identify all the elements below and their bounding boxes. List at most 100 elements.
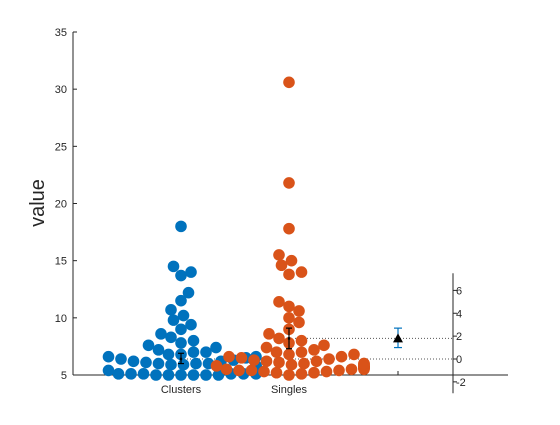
data-point [310, 355, 323, 368]
data-point [273, 356, 285, 369]
y-axis-label: value [27, 179, 49, 227]
data-point [187, 346, 200, 358]
data-point [112, 368, 125, 380]
data-point [115, 353, 127, 365]
data-point [233, 364, 245, 377]
y-tick-label: 30 [55, 84, 67, 96]
data-point [182, 286, 195, 299]
data-point [155, 328, 167, 340]
data-point [335, 350, 348, 363]
data-point [185, 318, 197, 331]
data-point [283, 348, 295, 361]
data-point [270, 366, 283, 379]
y-tick-label: 25 [55, 141, 67, 153]
data-point [185, 266, 197, 278]
diff-tick-label: -2 [456, 377, 466, 389]
y-tick-label: 15 [55, 256, 67, 268]
diff-tick-label: 2 [456, 331, 462, 343]
data-point [308, 366, 320, 379]
data-point [345, 363, 358, 376]
data-point [167, 314, 180, 326]
data-point [323, 353, 335, 365]
mean-ci-clusters [178, 352, 184, 365]
diff-tick-label: 4 [456, 308, 462, 320]
data-point [175, 369, 187, 381]
data-point [177, 358, 190, 371]
data-point [308, 344, 320, 356]
data-point [165, 331, 177, 344]
data-point [165, 304, 177, 316]
data-point [190, 357, 202, 370]
data-point [212, 369, 225, 381]
data-point [283, 76, 295, 89]
data-point [273, 296, 285, 308]
data-point [210, 341, 222, 354]
data-point [187, 369, 200, 381]
data-point [333, 364, 345, 377]
y-tick-label: 10 [55, 313, 67, 325]
mean-difference-marker [393, 333, 403, 343]
data-point [200, 369, 212, 381]
data-point [263, 328, 275, 340]
data-point [298, 357, 310, 370]
data-point [295, 266, 308, 278]
data-point [283, 268, 295, 281]
data-point [175, 269, 187, 282]
data-point [273, 332, 285, 345]
difference-axis: -2 0 2 4 6 [397, 273, 466, 394]
data-point [175, 337, 187, 349]
data-point [140, 356, 152, 369]
data-point [162, 369, 175, 381]
data-point [258, 365, 270, 378]
data-point [223, 350, 235, 363]
y-tick-label: 35 [55, 27, 67, 39]
swarm-singles [210, 76, 370, 381]
mean-ci-singles [286, 327, 292, 350]
data-point [137, 368, 150, 380]
data-point [285, 358, 298, 371]
data-point [175, 294, 187, 307]
x-tick-label-clusters: Clusters [161, 384, 202, 396]
data-point [348, 348, 360, 361]
y-ticks: 5 10 15 20 25 30 35 [55, 27, 77, 382]
data-point [175, 220, 187, 233]
data-point [162, 348, 175, 361]
data-point [358, 357, 370, 370]
data-point [260, 355, 273, 368]
data-point [283, 369, 295, 381]
data-point [283, 300, 295, 313]
data-point [273, 249, 285, 261]
data-point [283, 312, 295, 324]
data-point [235, 352, 248, 364]
data-point [295, 368, 308, 380]
data-point [275, 259, 288, 272]
data-point [295, 346, 308, 358]
data-point [318, 339, 330, 352]
x-tick-label-singles: Singles [271, 384, 308, 396]
data-point [142, 339, 155, 352]
data-point [293, 305, 305, 317]
diff-tick-label: 0 [456, 354, 462, 366]
data-point [270, 346, 283, 358]
data-point [200, 346, 212, 358]
data-point [283, 177, 295, 189]
data-point [248, 354, 260, 366]
data-point [220, 363, 233, 376]
data-point [150, 369, 162, 381]
data-point [165, 358, 177, 371]
data-point [102, 350, 115, 363]
data-point [177, 309, 190, 322]
diff-tick-label: 6 [456, 285, 462, 297]
data-point [167, 260, 180, 273]
data-point [102, 364, 115, 377]
difference-marker [393, 327, 403, 349]
data-point [245, 364, 258, 377]
data-point [283, 222, 295, 235]
swarms [102, 76, 370, 381]
data-point [210, 360, 223, 372]
data-point [125, 368, 137, 380]
data-point [295, 334, 308, 347]
data-point [127, 355, 140, 368]
